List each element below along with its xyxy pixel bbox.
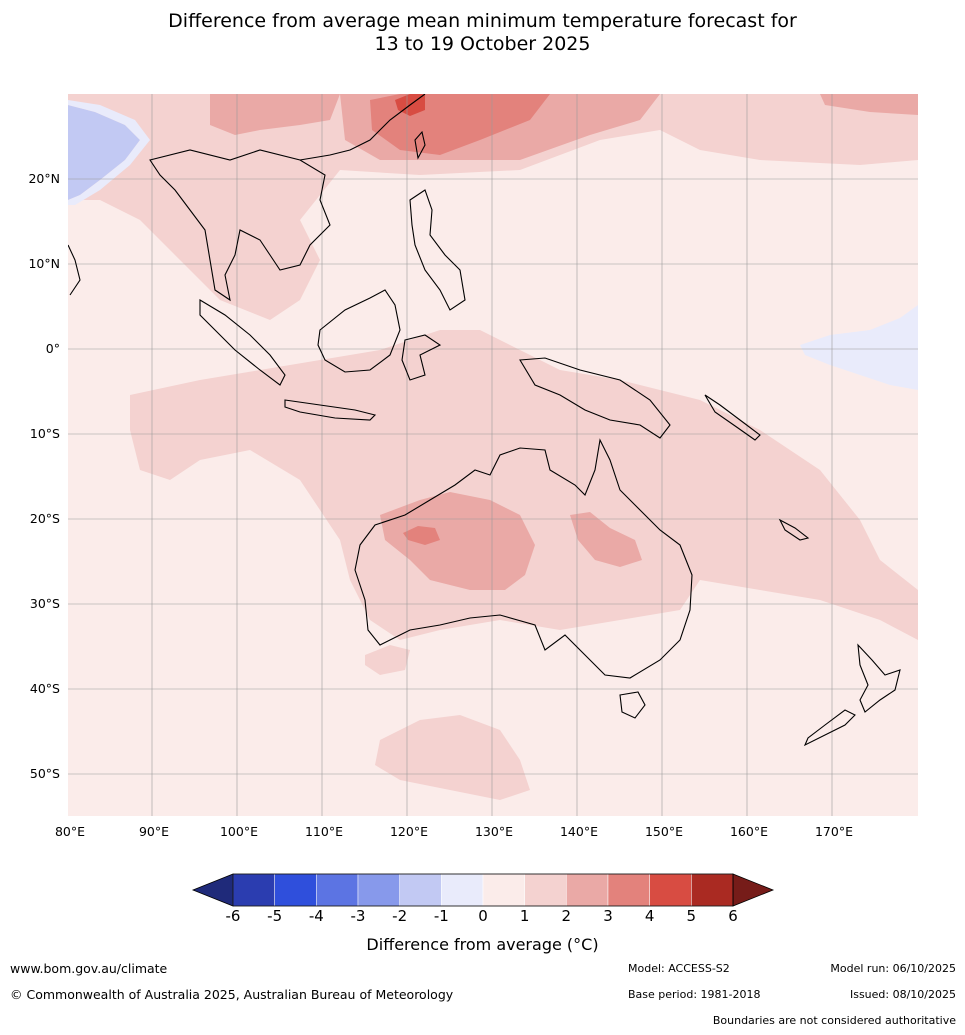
lon-label-100e: 100°E	[219, 824, 258, 839]
anomaly-1-2-equatorial	[130, 330, 918, 640]
colorbar-tick-label: 0	[478, 907, 488, 925]
indochina-outline	[149, 149, 331, 302]
lat-label-30s: 30°S	[29, 596, 60, 611]
title-line-1: Difference from average mean minimum tem…	[168, 10, 797, 32]
website-link[interactable]: www.bom.gov.au/climate	[10, 961, 168, 976]
colorbar-box	[274, 873, 317, 907]
lon-label-130e: 130°E	[474, 824, 513, 839]
model-run-text: Model run: 06/10/2025	[830, 962, 956, 975]
sulawesi-outline	[401, 334, 442, 381]
disclaimer-text: Boundaries are not considered authoritat…	[712, 1014, 956, 1027]
colorbar-tick-label: 3	[603, 907, 613, 925]
anomaly-2-3-western-australia	[380, 492, 535, 590]
tasmania-outline	[619, 691, 646, 719]
coastlines	[68, 94, 901, 747]
solomon-islands-outline	[704, 394, 761, 441]
australia-outline	[354, 438, 693, 679]
base-period-text: Base period: 1981-2018	[628, 988, 761, 1001]
philippines-outline	[409, 189, 466, 311]
borneo-outline	[317, 289, 401, 373]
anomaly-2-3-northeast	[820, 94, 918, 115]
colorbar-box	[441, 873, 484, 907]
colorbar-tick-label: -6	[225, 907, 241, 925]
colorbar-box	[649, 873, 692, 907]
new-guinea-outline	[519, 357, 671, 439]
map-title: Difference from average mean minimum tem…	[0, 10, 965, 56]
colorbar-box	[399, 873, 442, 907]
colorbar-tick-label: -2	[392, 907, 408, 925]
anomaly-minus-2-1-tibet	[68, 105, 140, 200]
colorbar-tick-label: 1	[519, 907, 530, 925]
colorbar-tick-label: -3	[350, 907, 366, 925]
anomaly-minus-1-0-pacific	[800, 305, 918, 390]
colorbar-box	[232, 873, 275, 907]
colorbar	[191, 873, 775, 907]
china-coast	[299, 94, 426, 161]
colorbar-tick-label: 4	[644, 907, 655, 925]
lon-label-90e: 90°E	[138, 824, 170, 839]
lon-label-140e: 140°E	[559, 824, 598, 839]
lat-label-equator: 0°	[45, 341, 60, 356]
lat-label-40s: 40°S	[29, 681, 60, 696]
anomaly-minus-1-0-tibet-edge	[68, 100, 150, 205]
lon-label-110e: 110°E	[304, 824, 343, 839]
anomaly-1-2-north	[68, 94, 918, 320]
lat-label-10s: 10°S	[29, 426, 60, 441]
anomaly-1-2-bight	[365, 645, 410, 675]
colorbar-tick-label: -4	[308, 907, 324, 925]
lat-label-10n: 10°N	[28, 256, 60, 271]
anomaly-1-2-southern-ocean	[375, 715, 530, 800]
anomaly-2-3-queensland	[570, 512, 642, 567]
colorbar-tick-label: -5	[267, 907, 283, 925]
lon-label-160e: 160°E	[729, 824, 768, 839]
new-zealand-north-outline	[857, 643, 901, 713]
colorbar-extend-high	[732, 873, 775, 907]
title-line-2: 13 to 19 October 2025	[374, 33, 591, 55]
java-outline	[284, 399, 377, 421]
colorbar-tick-label: 6	[728, 907, 738, 925]
colorbar-box	[691, 873, 734, 907]
new-zealand-south-outline	[803, 709, 856, 747]
lon-label-80e: 80°E	[54, 824, 86, 839]
colorbar-tick-label: -1	[433, 907, 449, 925]
lat-label-20n: 20°N	[28, 171, 60, 186]
new-caledonia-outline	[778, 518, 810, 541]
lat-label-20s: 20°S	[29, 511, 60, 526]
issued-text: Issued: 08/10/2025	[849, 988, 956, 1001]
lon-label-170e: 170°E	[814, 824, 853, 839]
colorbar-box	[524, 873, 567, 907]
colorbar-label: Difference from average (°C)	[366, 935, 599, 954]
sumatra-outline	[199, 299, 286, 386]
colorbar-box	[607, 873, 650, 907]
taiwan-outline	[414, 130, 426, 160]
colorbar-box	[357, 873, 400, 907]
graticule	[68, 94, 918, 816]
colorbar-box	[316, 873, 359, 907]
lon-label-120e: 120°E	[389, 824, 428, 839]
copyright-text: © Commonwealth of Australia 2025, Austra…	[10, 987, 454, 1002]
colorbar-outline	[232, 873, 734, 907]
colorbar-tick-label: 5	[686, 907, 697, 925]
anomaly-3-4-pilbara	[403, 526, 440, 545]
lon-label-150e: 150°E	[644, 824, 683, 839]
model-text: Model: ACCESS-S2	[628, 962, 730, 975]
anomaly-2-3-northwest	[210, 94, 340, 135]
india-coast	[68, 244, 81, 296]
lat-label-50s: 50°S	[29, 766, 60, 781]
colorbar-box	[566, 873, 609, 907]
colorbar-box	[482, 873, 525, 907]
colorbar-extend-low	[191, 873, 234, 907]
colorbar-tick-label: 2	[561, 907, 572, 925]
